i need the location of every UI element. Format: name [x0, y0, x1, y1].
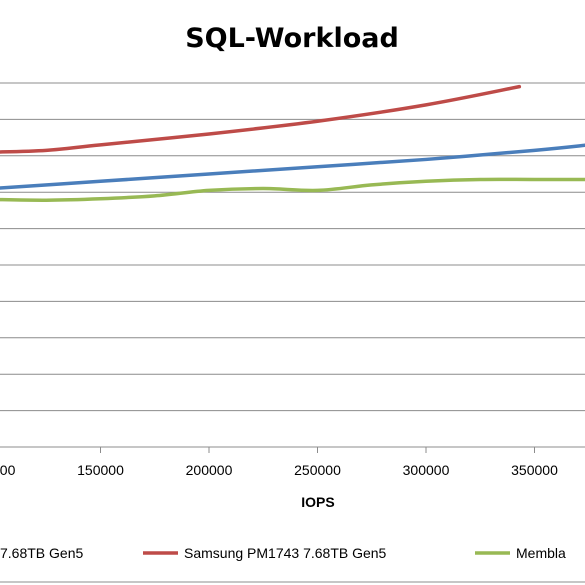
legend-label: Membla	[516, 545, 566, 561]
x-tick-label: 250000	[294, 462, 341, 478]
series-line-1	[0, 84, 522, 154]
x-axis-ticks: 100000 150000 200000 250000 300000 350000	[0, 447, 558, 478]
x-tick-label: 150000	[77, 462, 124, 478]
series-line-2	[0, 177, 585, 202]
x-tick-label: 300000	[403, 462, 450, 478]
series-lines	[0, 84, 585, 202]
series-line-0	[0, 143, 585, 190]
gridlines	[0, 82, 585, 412]
x-tick-label: 350000	[511, 462, 558, 478]
legend: 7.68TB Gen5 Samsung PM1743 7.68TB Gen5 Mem…	[0, 545, 566, 561]
chart-title: SQL-Workload	[185, 23, 399, 54]
legend-label: Samsung PM1743 7.68TB Gen5	[184, 545, 387, 561]
legend-label: 7.68TB Gen5	[0, 545, 83, 561]
x-axis-title: IOPS	[301, 494, 334, 510]
x-tick-label: 200000	[186, 462, 233, 478]
x-tick-label: 100000	[0, 462, 16, 478]
